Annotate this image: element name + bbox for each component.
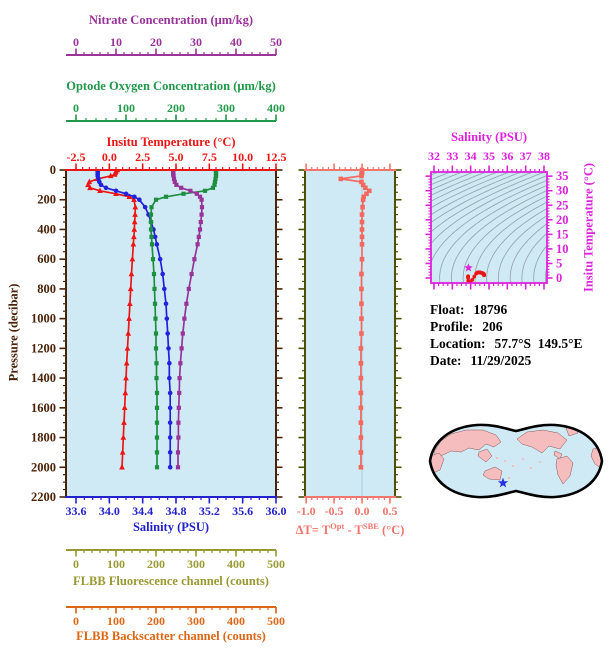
ts-highlight-star-icon xyxy=(464,263,473,272)
profile-curves xyxy=(85,170,219,470)
svg-text:100: 100 xyxy=(107,557,125,571)
svg-text:100: 100 xyxy=(117,101,135,115)
svg-text:20: 20 xyxy=(150,35,162,49)
float-value: 18796 xyxy=(473,302,508,317)
svg-text:500: 500 xyxy=(267,557,285,571)
svg-text:0: 0 xyxy=(50,163,56,177)
svg-text:200: 200 xyxy=(147,557,165,571)
svg-text:100: 100 xyxy=(107,614,125,628)
svg-text:35: 35 xyxy=(556,169,569,183)
float-info-row: Date: 11/29/2025 xyxy=(430,352,583,369)
svg-text:35.2: 35.2 xyxy=(199,504,220,518)
svg-text:34: 34 xyxy=(465,149,477,163)
svg-text:20: 20 xyxy=(556,213,569,227)
nitrate-curve xyxy=(171,170,205,470)
svg-text:300: 300 xyxy=(187,557,205,571)
svg-text:2.5: 2.5 xyxy=(135,150,150,164)
svg-text:33: 33 xyxy=(446,149,458,163)
svg-text:200: 200 xyxy=(167,101,185,115)
svg-text:0: 0 xyxy=(73,101,79,115)
world-map xyxy=(428,423,604,499)
float-info-row: Location: 57.7°S 149.5°E xyxy=(430,335,583,352)
svg-text:32: 32 xyxy=(428,149,440,163)
temperature-curve xyxy=(85,170,139,470)
svg-text:15: 15 xyxy=(556,227,569,241)
svg-text:5.0: 5.0 xyxy=(169,150,184,164)
svg-text:-0.5: -0.5 xyxy=(325,504,344,518)
svg-text:2200: 2200 xyxy=(31,490,56,504)
svg-text:10.0: 10.0 xyxy=(232,150,253,164)
map-continents xyxy=(430,425,602,485)
svg-text:30: 30 xyxy=(190,35,202,49)
float-info-row: Float: 18796 xyxy=(430,301,583,318)
svg-text:400: 400 xyxy=(227,614,245,628)
svg-text:34.0: 34.0 xyxy=(99,504,120,518)
float-label: Float: xyxy=(430,302,465,317)
svg-text:37: 37 xyxy=(520,149,532,163)
float-info-block: Float: 18796 Profile: 206 Location: 57.7°S … xyxy=(430,301,583,369)
svg-text:34.4: 34.4 xyxy=(132,504,153,518)
svg-text:33.6: 33.6 xyxy=(66,504,87,518)
svg-text:0: 0 xyxy=(73,35,79,49)
svg-text:1400: 1400 xyxy=(31,371,56,385)
svg-text:35.6: 35.6 xyxy=(232,504,253,518)
svg-text:36: 36 xyxy=(501,149,513,163)
svg-text:400: 400 xyxy=(267,101,285,115)
svg-text:34.8: 34.8 xyxy=(166,504,187,518)
svg-text:12.5: 12.5 xyxy=(266,150,287,164)
svg-text:0.5: 0.5 xyxy=(382,504,397,518)
svg-text:400: 400 xyxy=(227,557,245,571)
oxygen-curve xyxy=(148,170,219,470)
svg-text:38: 38 xyxy=(538,149,550,163)
svg-text:300: 300 xyxy=(187,614,205,628)
profile-label: Profile: xyxy=(430,319,474,334)
svg-text:800: 800 xyxy=(37,282,56,296)
svg-text:30: 30 xyxy=(556,184,569,198)
svg-text:1200: 1200 xyxy=(31,341,56,355)
float-location-star-icon xyxy=(497,477,509,488)
svg-text:200: 200 xyxy=(147,614,165,628)
svg-text:200: 200 xyxy=(37,193,56,207)
svg-text:300: 300 xyxy=(217,101,235,115)
date-value: 11/29/2025 xyxy=(470,353,532,368)
svg-text:1600: 1600 xyxy=(31,401,56,415)
location-label: Location: xyxy=(430,336,486,351)
float-info-row: Profile: 206 xyxy=(430,318,583,335)
svg-text:1800: 1800 xyxy=(31,431,56,445)
svg-text:0: 0 xyxy=(73,614,79,628)
svg-text:50: 50 xyxy=(270,35,282,49)
svg-text:25: 25 xyxy=(556,198,569,212)
density-contours xyxy=(431,172,547,283)
svg-text:0.0: 0.0 xyxy=(355,504,370,518)
svg-text:10: 10 xyxy=(556,242,569,256)
profile-value: 206 xyxy=(482,319,503,334)
ts-curve-group xyxy=(464,263,486,283)
svg-text:0: 0 xyxy=(73,557,79,571)
svg-text:2000: 2000 xyxy=(31,460,56,474)
svg-text:-1.0: -1.0 xyxy=(297,504,316,518)
svg-text:5: 5 xyxy=(556,256,562,270)
svg-text:10: 10 xyxy=(110,35,122,49)
location-value: 57.7°S 149.5°E xyxy=(494,336,583,351)
svg-text:500: 500 xyxy=(267,614,285,628)
svg-text:35: 35 xyxy=(483,149,495,163)
svg-text:1000: 1000 xyxy=(31,312,56,326)
svg-text:7.5: 7.5 xyxy=(202,150,217,164)
salinity-curve xyxy=(95,170,173,470)
svg-text:400: 400 xyxy=(37,222,56,236)
svg-text:0.0: 0.0 xyxy=(102,150,117,164)
date-label: Date: xyxy=(430,353,462,368)
svg-text:-2.5: -2.5 xyxy=(67,150,86,164)
svg-text:36.0: 36.0 xyxy=(266,504,287,518)
delta-t-curve xyxy=(338,167,372,470)
ts-curve xyxy=(466,270,486,283)
svg-text:40: 40 xyxy=(230,35,242,49)
svg-text:600: 600 xyxy=(37,252,56,266)
svg-text:0: 0 xyxy=(556,271,562,285)
delta-t-plot-area xyxy=(305,170,395,497)
